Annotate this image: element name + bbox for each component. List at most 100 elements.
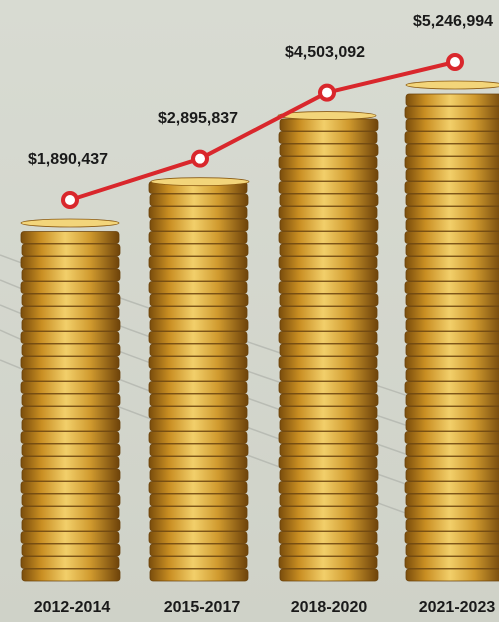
point bbox=[446, 53, 464, 71]
coin bbox=[278, 156, 378, 169]
coin bbox=[20, 556, 120, 569]
coin bbox=[20, 456, 120, 469]
coin bbox=[279, 393, 379, 407]
coin bbox=[20, 281, 120, 294]
coin bbox=[21, 568, 121, 582]
coin bbox=[278, 181, 378, 194]
coin bbox=[148, 456, 248, 469]
coin bbox=[20, 506, 120, 519]
coin bbox=[278, 306, 378, 319]
coin bbox=[21, 393, 121, 407]
point bbox=[191, 149, 209, 168]
coin bbox=[149, 218, 249, 232]
coin bbox=[279, 543, 379, 557]
coin bbox=[149, 543, 249, 557]
coin bbox=[279, 243, 379, 257]
coin bbox=[21, 293, 121, 307]
point bbox=[61, 191, 79, 209]
coin-top bbox=[150, 177, 250, 187]
coin bbox=[405, 493, 499, 507]
coin bbox=[278, 231, 378, 244]
coin bbox=[21, 343, 121, 357]
coin bbox=[148, 506, 248, 519]
coin bbox=[279, 143, 379, 157]
coin bbox=[20, 431, 120, 444]
coin bbox=[278, 531, 378, 544]
coin bbox=[21, 418, 121, 432]
coin bbox=[148, 431, 248, 444]
coin bbox=[279, 568, 379, 582]
coin bbox=[278, 381, 378, 394]
coin bbox=[405, 143, 499, 157]
coin bbox=[404, 381, 499, 394]
coin bbox=[405, 218, 499, 232]
value-label: $2,895,837 bbox=[158, 110, 238, 127]
coin bbox=[279, 268, 379, 282]
coin bbox=[405, 318, 499, 332]
coin bbox=[279, 318, 379, 332]
coin bbox=[148, 256, 248, 269]
value-label: $5,246,994 bbox=[413, 13, 493, 30]
coin bbox=[20, 356, 120, 369]
x-tick-label: 2021-2023 bbox=[419, 599, 496, 616]
coin bbox=[148, 206, 248, 219]
coin bbox=[405, 168, 499, 182]
coin bbox=[404, 556, 499, 569]
coin bbox=[405, 93, 499, 107]
coin bbox=[148, 556, 248, 569]
coin bbox=[21, 543, 121, 557]
coin bbox=[404, 456, 499, 469]
coin bbox=[404, 256, 499, 269]
coin bbox=[405, 568, 499, 582]
coin bbox=[405, 118, 499, 132]
coin bbox=[20, 406, 120, 419]
coin bbox=[21, 518, 121, 532]
coin bbox=[404, 281, 499, 294]
coin bbox=[404, 431, 499, 444]
coin bbox=[149, 418, 249, 432]
coin bbox=[20, 531, 120, 544]
point bbox=[318, 83, 336, 102]
coin bbox=[279, 168, 379, 182]
coin bbox=[149, 443, 249, 457]
coin bbox=[278, 506, 378, 519]
coin bbox=[405, 343, 499, 357]
coin bbox=[278, 481, 378, 494]
coin bbox=[404, 131, 499, 144]
coin bbox=[404, 306, 499, 319]
x-tick-label: 2015-2017 bbox=[164, 599, 241, 616]
coin bbox=[404, 206, 499, 219]
coin bbox=[149, 393, 249, 407]
coin bbox=[278, 256, 378, 269]
coin bbox=[405, 368, 499, 382]
coin bbox=[21, 268, 121, 282]
coin bbox=[148, 381, 248, 394]
coin bbox=[405, 268, 499, 282]
coin bbox=[404, 331, 499, 344]
coin bbox=[21, 468, 121, 482]
coin bbox=[405, 518, 499, 532]
coin bbox=[148, 481, 248, 494]
x-tick-label: 2012-2014 bbox=[34, 599, 111, 616]
coin-top bbox=[20, 218, 120, 228]
coin bbox=[148, 306, 248, 319]
coin bbox=[279, 118, 379, 132]
x-tick-label: 2018-2020 bbox=[291, 599, 368, 616]
coin bbox=[405, 393, 499, 407]
coin bbox=[20, 481, 120, 494]
coin bbox=[149, 268, 249, 282]
coin bbox=[278, 206, 378, 219]
coin bbox=[404, 406, 499, 419]
coin bbox=[149, 368, 249, 382]
coin bbox=[405, 468, 499, 482]
coin bbox=[279, 343, 379, 357]
coin bbox=[279, 443, 379, 457]
coin bbox=[404, 156, 499, 169]
coin bbox=[405, 418, 499, 432]
coin bbox=[279, 368, 379, 382]
coin bbox=[279, 293, 379, 307]
coin bbox=[149, 343, 249, 357]
coin bbox=[404, 181, 499, 194]
coin-stack bbox=[404, 80, 499, 582]
coin bbox=[278, 281, 378, 294]
